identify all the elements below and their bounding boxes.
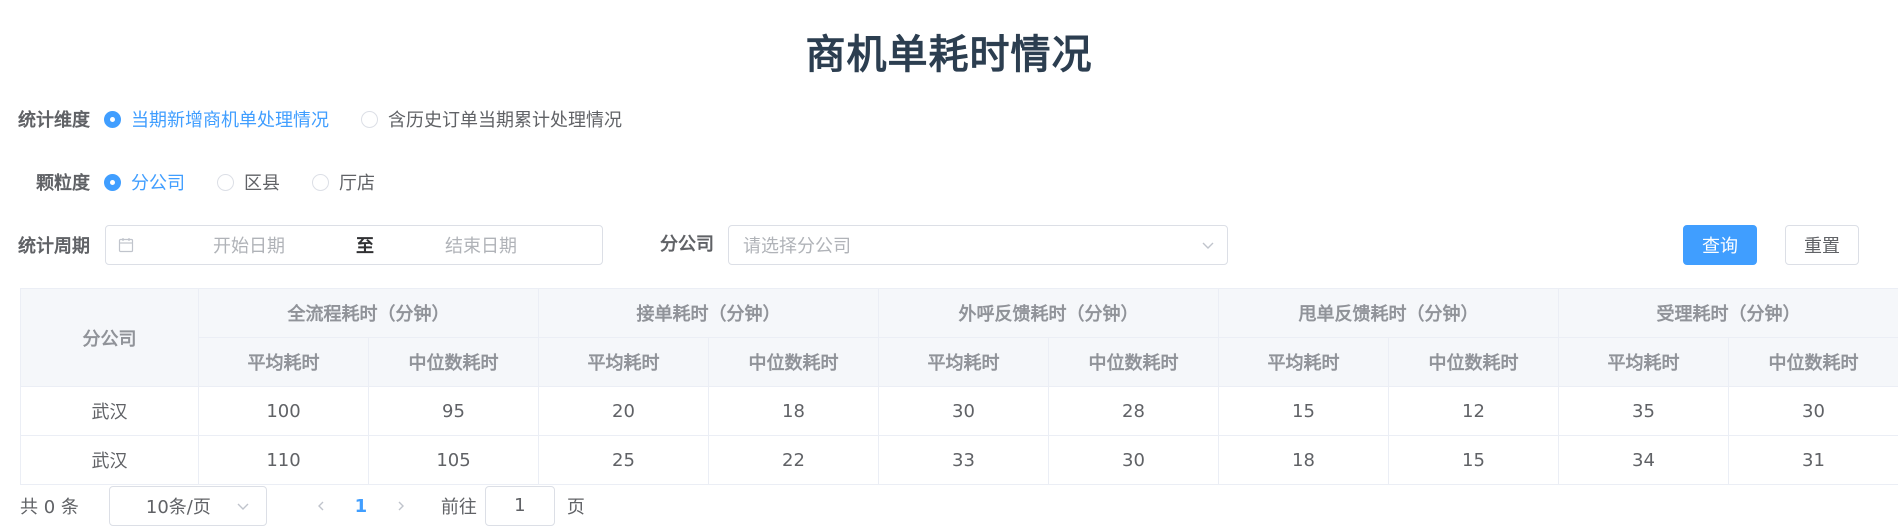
data-table: 分公司 全流程耗时（分钟） 接单耗时（分钟） 外呼反馈耗时（分钟） 甩单反馈耗时… [20, 288, 1898, 485]
table-row: 武汉 110 105 25 22 33 30 18 15 34 31 [20, 435, 1898, 485]
table-cell: 30 [1048, 435, 1219, 485]
end-date-input[interactable]: 结束日期 [445, 236, 517, 257]
table-cell-branch: 武汉 [20, 435, 199, 485]
group-header: 接单耗时（分钟） [538, 288, 879, 338]
sub-header-average: 平均耗时 [198, 337, 369, 387]
chevron-down-icon [237, 503, 249, 510]
reset-button[interactable]: 重置 [1785, 225, 1859, 265]
page-size-select[interactable]: 10条/页 [108, 486, 267, 526]
goto-page-input[interactable]: 1 [484, 486, 555, 526]
table-cell-branch: 武汉 [20, 386, 199, 436]
dimension-label: 统计维度 [18, 110, 90, 131]
radio-label: 区县 [244, 173, 280, 194]
page-title: 商机单耗时情况 [805, 32, 1093, 78]
radio-dot[interactable] [104, 110, 121, 128]
table-cell: 35 [1558, 386, 1729, 436]
table-cell: 15 [1388, 435, 1559, 485]
radio-dot[interactable] [361, 110, 378, 128]
sub-header-average: 平均耗时 [878, 337, 1049, 387]
next-page-button[interactable] [381, 500, 421, 512]
range-separator: 至 [356, 236, 374, 257]
granularity-label: 颗粒度 [36, 173, 90, 194]
goto-label: 前往 [440, 497, 477, 518]
sub-header-average: 平均耗时 [538, 337, 709, 387]
chevron-down-icon [1202, 242, 1214, 249]
table-cell: 31 [1728, 435, 1898, 485]
branch-label: 分公司 [660, 234, 714, 255]
table-cell: 12 [1388, 386, 1559, 436]
sub-header-median: 中位数耗时 [368, 337, 539, 387]
table-cell: 95 [368, 386, 539, 436]
period-label: 统计周期 [18, 236, 90, 257]
radio-granularity-county[interactable]: 区县 [217, 169, 280, 195]
table-cell: 20 [538, 386, 709, 436]
radio-dot[interactable] [104, 173, 121, 191]
granularity-row: 颗粒度 分公司 区县 厅店 [0, 162, 407, 202]
radio-label: 厅店 [339, 173, 375, 194]
group-header: 外呼反馈耗时（分钟） [878, 288, 1219, 338]
branch-select[interactable]: 请选择分公司 [728, 225, 1228, 265]
group-header: 甩单反馈耗时（分钟） [1218, 288, 1559, 338]
table-cell: 34 [1558, 435, 1729, 485]
branch-select-placeholder: 请选择分公司 [743, 236, 851, 257]
table-cell: 25 [538, 435, 709, 485]
radio-granularity-store[interactable]: 厅店 [312, 169, 375, 195]
table-row: 武汉 100 95 20 18 30 28 15 12 35 30 [20, 386, 1898, 436]
radio-label: 当期新增商机单处理情况 [131, 110, 329, 131]
radio-dot[interactable] [217, 173, 234, 191]
table-cell: 15 [1218, 386, 1389, 436]
page-size-value: 10条/页 [145, 497, 211, 518]
page-suffix: 页 [566, 497, 585, 518]
radio-label: 含历史订单当期累计处理情况 [388, 110, 622, 131]
pagination-total: 共 0 条 [20, 497, 79, 518]
radio-dimension-current[interactable]: 当期新增商机单处理情况 [104, 106, 329, 132]
table-cell: 33 [878, 435, 1049, 485]
radio-label: 分公司 [131, 173, 185, 194]
sub-header-median: 中位数耗时 [1728, 337, 1898, 387]
sub-header-median: 中位数耗时 [1388, 337, 1559, 387]
group-header: 全流程耗时（分钟） [198, 288, 539, 338]
date-range-picker[interactable]: 开始日期 至 结束日期 [105, 225, 603, 265]
table-cell: 30 [878, 386, 1049, 436]
table-cell: 105 [368, 435, 539, 485]
period-row: 统计周期 [0, 225, 90, 265]
prev-page-button[interactable] [301, 500, 341, 512]
column-header-branch: 分公司 [20, 288, 199, 387]
table-cell: 22 [708, 435, 879, 485]
table-cell: 28 [1048, 386, 1219, 436]
radio-granularity-branch[interactable]: 分公司 [104, 169, 185, 195]
table-cell: 18 [1218, 435, 1389, 485]
dimension-row: 统计维度 当期新增商机单处理情况 含历史订单当期累计处理情况 [0, 99, 654, 139]
pagination: 共 0 条 10条/页 1 前往 1 页 [20, 486, 585, 526]
sub-header-median: 中位数耗时 [708, 337, 879, 387]
sub-header-median: 中位数耗时 [1048, 337, 1219, 387]
table-cell: 100 [198, 386, 369, 436]
sub-header-average: 平均耗时 [1558, 337, 1729, 387]
group-header: 受理耗时（分钟） [1558, 288, 1898, 338]
start-date-input[interactable]: 开始日期 [213, 236, 285, 257]
chevron-left-icon [317, 501, 324, 511]
table-cell: 110 [198, 435, 369, 485]
page-number-current[interactable]: 1 [354, 495, 368, 517]
query-button[interactable]: 查询 [1683, 225, 1757, 265]
sub-header-average: 平均耗时 [1218, 337, 1389, 387]
radio-dimension-history[interactable]: 含历史订单当期累计处理情况 [361, 106, 622, 132]
chevron-right-icon [398, 501, 404, 511]
table-cell: 18 [708, 386, 879, 436]
calendar-icon [118, 238, 134, 253]
table-cell: 30 [1728, 386, 1898, 436]
radio-dot[interactable] [312, 173, 329, 191]
